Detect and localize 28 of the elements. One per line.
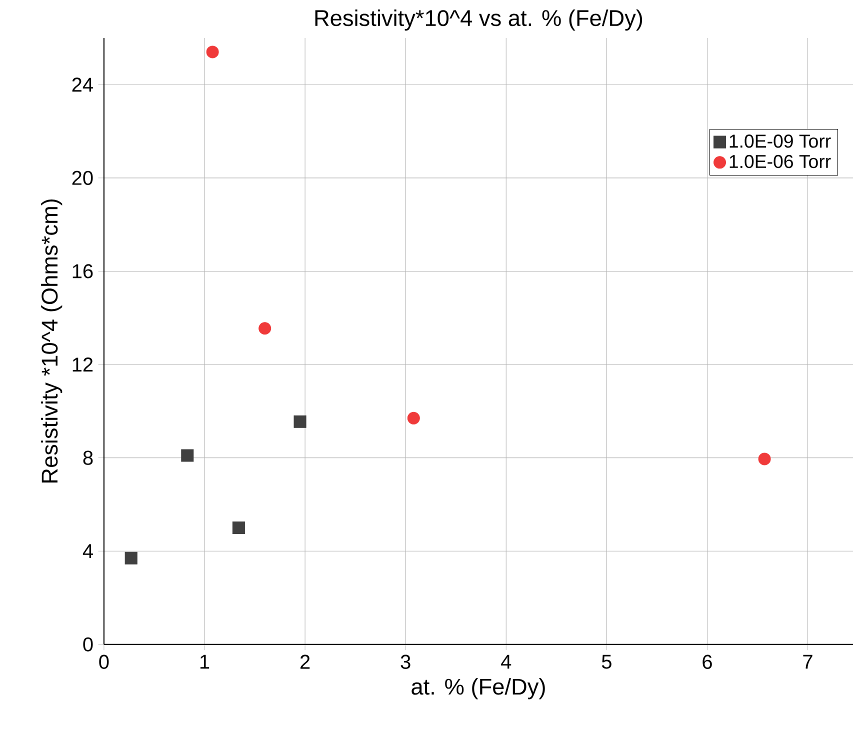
chart-title: Resistivity*10^4 vs at. % (Fe/Dy)	[315, 9, 642, 30]
x-tick-label: 5	[602, 654, 612, 669]
y-tick-label: 24	[72, 77, 93, 92]
y-tick-label: 16	[72, 264, 93, 278]
point	[232, 521, 245, 534]
point	[206, 46, 219, 58]
y-axis-title: Resistivity *10^4 (Ohms*cm)	[41, 199, 62, 482]
point	[258, 322, 272, 334]
point	[758, 452, 771, 466]
y-tick-label: 20	[72, 170, 93, 185]
x-tick-label: 2	[300, 654, 310, 669]
x-tick-label: 7	[803, 654, 812, 668]
x-axis-title: at. % (Fe/Dy)	[412, 678, 545, 700]
y-tick-label: 12	[72, 357, 93, 372]
x-tick-label: 3	[400, 654, 410, 669]
point	[181, 449, 194, 462]
legend-label: 1.0E-06 Torr	[730, 154, 831, 168]
x-tick-label: 4	[501, 654, 512, 668]
point	[294, 415, 306, 428]
y-tick-label: 0	[83, 637, 93, 652]
point	[407, 412, 420, 424]
legend-label: 1.0E-09 Torr	[730, 134, 831, 148]
x-tick-label: 1	[200, 654, 210, 668]
x-tick-label: 0	[99, 654, 109, 669]
point	[124, 552, 138, 564]
y-tick-label: 8	[83, 450, 93, 465]
y-tick-label: 4	[82, 544, 93, 558]
x-tick-label: 6	[702, 654, 712, 669]
